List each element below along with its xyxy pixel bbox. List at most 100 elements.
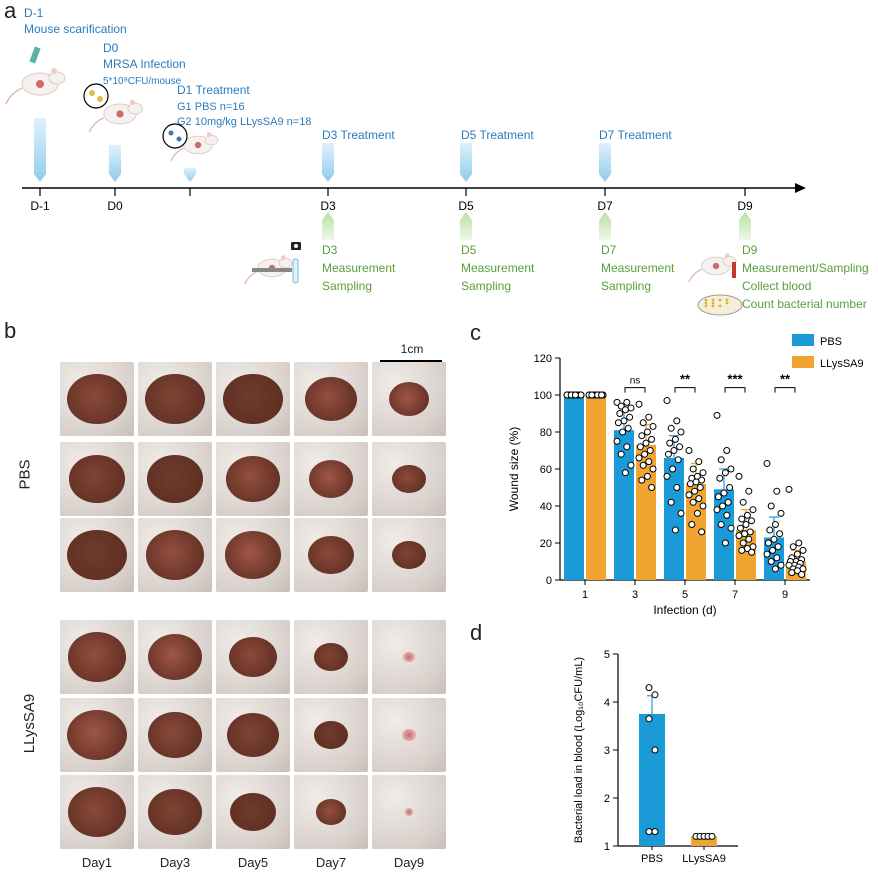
treatment-arrow <box>109 145 121 182</box>
data-point <box>695 458 703 466</box>
y-tick-label: 40 <box>540 501 552 513</box>
x-tick-label: 3 <box>632 589 638 601</box>
y-tick-label: 3 <box>604 745 610 757</box>
treatment-arrow <box>460 143 472 182</box>
data-point <box>645 684 653 692</box>
wound-area <box>223 373 283 425</box>
wound-photo <box>138 442 212 516</box>
measurement-arrow <box>322 212 334 240</box>
wound-photo <box>294 698 368 772</box>
data-point <box>617 450 625 458</box>
data-point <box>748 548 756 556</box>
data-point <box>571 391 579 399</box>
data-point <box>698 528 706 536</box>
mouse-treatment-icon <box>170 132 219 162</box>
treatment-arrow <box>34 118 46 182</box>
wound-area <box>227 712 279 757</box>
wound-photo <box>372 620 446 694</box>
data-point <box>621 406 629 414</box>
wound-area <box>404 808 414 816</box>
data-point <box>685 447 693 454</box>
data-point <box>771 565 779 573</box>
data-point <box>769 546 777 554</box>
data-point <box>766 526 774 534</box>
timeline-tick-label: D3 <box>320 199 336 213</box>
wound-photo <box>60 620 134 694</box>
data-point <box>689 498 697 506</box>
data-point <box>663 397 671 405</box>
data-point <box>774 543 782 551</box>
data-point <box>627 461 635 469</box>
wound-photo <box>294 518 368 592</box>
legend-label: LLysSA9 <box>820 358 864 370</box>
data-point <box>764 539 772 547</box>
data-point <box>727 465 735 473</box>
data-point <box>795 539 803 547</box>
mrsa-bacteria-icon <box>83 83 109 109</box>
data-point <box>785 485 793 493</box>
wound-area <box>226 456 280 502</box>
data-point <box>716 474 724 482</box>
data-point <box>689 465 697 473</box>
timeline-tick-label: D-1 <box>30 199 50 213</box>
significance-label: ** <box>680 372 691 387</box>
data-point <box>735 532 743 540</box>
data-point <box>713 506 721 514</box>
wound-area <box>401 728 417 742</box>
measurement-event-text: Sampling <box>601 279 651 293</box>
data-point <box>674 456 682 464</box>
data-point <box>724 498 732 506</box>
timeline-panel: a D-1 D0 D3 D5 D7 D9 D-1 Mouse scarification D0 M… <box>0 0 878 320</box>
data-point <box>748 517 756 525</box>
data-point <box>671 526 679 534</box>
measurement-event-text: Measurement <box>322 261 396 275</box>
data-point <box>773 487 781 495</box>
timeline-arrowhead <box>795 183 806 193</box>
treatment-event-text: G2 10mg/kg LLysSA9 n=18 <box>177 116 311 128</box>
wound-photo <box>138 518 212 592</box>
data-point <box>735 472 743 480</box>
data-point <box>677 428 685 436</box>
data-point <box>789 543 797 551</box>
wound-photo <box>372 518 446 592</box>
wound-area <box>68 632 126 682</box>
data-point <box>669 465 677 473</box>
data-point <box>651 746 659 754</box>
wound-area <box>146 530 204 580</box>
measurement-event-text: D5 <box>461 243 477 257</box>
significance-label: ** <box>780 372 791 387</box>
x-tick-label: 7 <box>732 589 738 601</box>
data-point <box>588 391 596 399</box>
wound-photo <box>294 362 368 436</box>
y-tick-label: 100 <box>534 390 552 402</box>
x-tick-label: LLysSA9 <box>682 853 726 865</box>
significance-bracket <box>624 387 646 393</box>
y-tick-label: 4 <box>604 697 610 709</box>
wound-size-chart-panel: c 0 20 40 60 80 100 120 Wound size (%) Infection… <box>470 320 878 620</box>
data-point <box>620 417 628 425</box>
bacterial-load-chart-panel: d 1 2 3 4 5 Bacterial load in blood (Log₁₀CFU… <box>470 620 878 869</box>
timeline-tick-label: D5 <box>458 199 474 213</box>
measurement-arrow <box>739 212 751 240</box>
data-point <box>646 447 654 454</box>
data-point <box>777 509 785 517</box>
significance-label: *** <box>727 372 743 387</box>
data-point <box>598 391 606 399</box>
y-tick-label: 1 <box>604 841 610 853</box>
wound-photo <box>216 698 290 772</box>
data-point <box>673 417 681 425</box>
data-point <box>677 509 685 517</box>
data-point <box>739 539 747 547</box>
wound-area <box>305 376 357 421</box>
wound-area <box>145 373 205 425</box>
wound-area <box>67 709 127 761</box>
data-point <box>770 535 778 543</box>
data-point <box>742 521 750 528</box>
row-label-llyssa9: LLysSA9 <box>21 693 39 754</box>
data-point <box>793 550 801 558</box>
significance-label: ns <box>630 376 641 387</box>
wound-photo <box>138 698 212 772</box>
data-point <box>749 506 757 514</box>
x-tick-label: 5 <box>682 589 688 601</box>
wound-photo <box>294 442 368 516</box>
